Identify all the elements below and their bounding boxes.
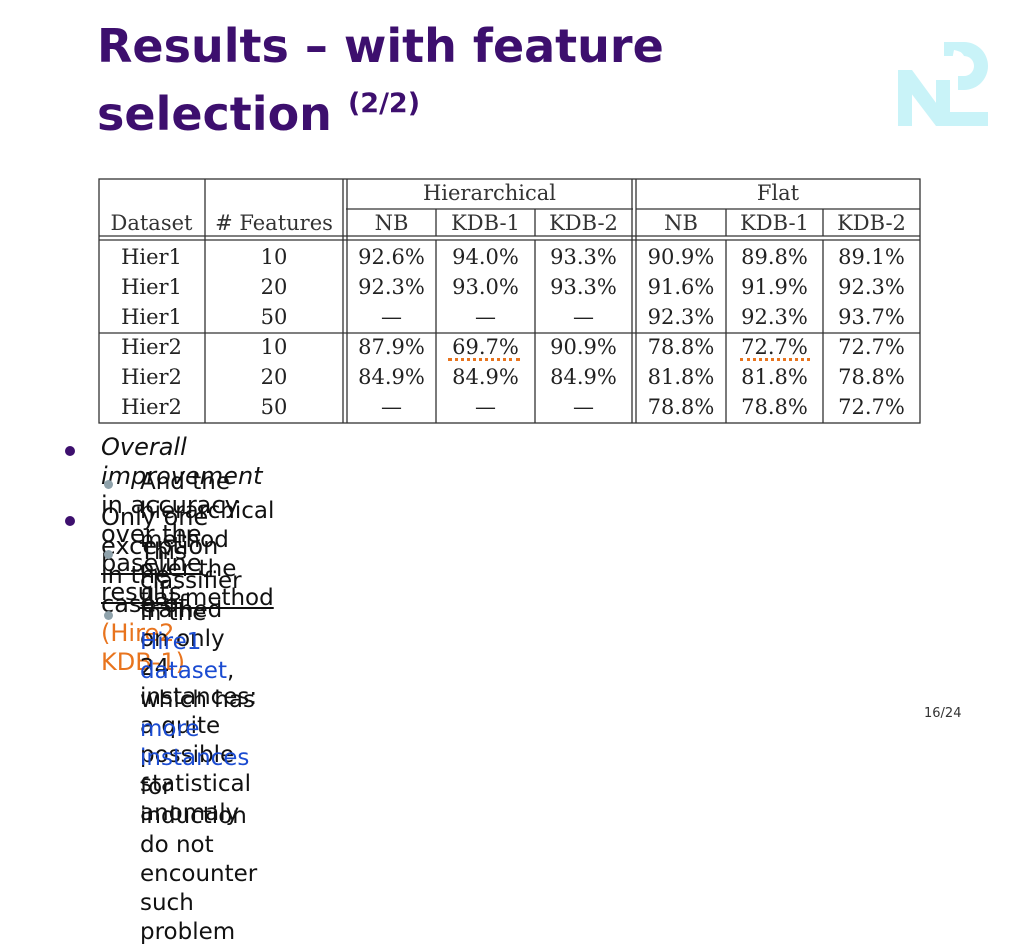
table-cell: 20 [260,365,288,389]
table-cell: — [381,305,402,329]
table-cell-hier2-kdb1-exception: 69.7% [452,335,519,359]
table-cell: — [475,305,496,329]
table-cell: Hier1 [121,245,182,269]
column-header-hier-kdb2: KDB-2 [549,211,618,235]
sub-bullet-hire1: In the Hire1 dataset, which has more ins… [140,599,257,947]
highlight-dotted-underline [740,358,810,361]
bullet-item-exception: Only one exception in the case of (Hire2… [101,503,218,677]
results-table: Hierarchical Flat Dataset # Features NB … [98,178,921,424]
table-cell: Hier2 [121,335,182,359]
page-number: 16/24 [924,706,962,721]
table-cell: 84.9% [550,365,617,389]
table-cell: 72.7% [838,395,905,419]
column-header-flat-kdb1: KDB-1 [740,211,809,235]
exception-highlight: (Hire2, KDB-1) [101,619,185,676]
bullet-marker [65,516,75,526]
column-header-hier-kdb1: KDB-1 [451,211,520,235]
more-instances-highlight: more instances [140,716,250,771]
column-header-flat-nb: NB [664,211,698,235]
table-cell: 84.9% [358,365,425,389]
table-cell: Hier2 [121,365,182,389]
table-cell: 89.1% [838,245,905,269]
table-cell: 92.3% [741,305,808,329]
bullet-text: in accuracy over the [101,491,239,548]
table-cell: 93.7% [838,305,905,329]
bullet-text: In the [140,600,207,626]
table-cell: 78.8% [647,395,715,419]
table-cell: 81.8% [741,365,808,389]
table-cell: Hier1 [121,305,182,329]
table-cell: 90.9% [647,245,715,269]
highlight-dotted-underline [448,358,520,361]
table-cell: 10 [260,245,288,269]
bullet-text: And the hierarchical method over the [140,469,275,582]
table-cell: 81.8% [647,365,715,389]
table-cell-hier2-flat-kdb1: 72.7% [741,335,808,359]
table-cell: 92.3% [358,275,425,299]
table-cell: 10 [260,335,288,359]
column-header-flat-kdb2: KDB-2 [837,211,906,235]
bullet-text: This classifier trained on only 24 insta… [140,539,258,739]
table-cell: — [381,395,402,419]
column-header-dataset: Dataset [110,211,193,235]
group-header-hierarchical: Hierarchical [422,181,557,205]
table-cell: 20 [260,275,288,299]
table-cell: 78.8% [647,335,715,359]
hire1-dataset-highlight: Hire1 dataset [140,629,227,684]
slide-title: Results – with feature selection (2/2) [97,17,664,143]
table-cell: 91.9% [741,275,808,299]
bullet-item-improvement: Overall improvement in accuracy over the… [101,433,263,607]
table-cell: 84.9% [452,365,519,389]
bullet-marker [65,446,75,456]
bullet-text: for [140,774,172,800]
title-line-2: selection [97,87,332,141]
table-cell: — [573,395,594,419]
group-header-flat: Flat [756,181,800,205]
nlp-logo [898,42,988,126]
flat-method-link: flat method [140,585,274,611]
sub-bullet-marker [104,550,113,559]
sub-bullet-hierarchical: And the hierarchical method over the fla… [140,468,274,613]
table-cell: 93.0% [452,275,519,299]
bullet-text: , which has [140,658,255,713]
bullet-emphasis: Overall improvement [101,433,263,490]
column-header-features: # Features [215,211,333,235]
table-cell: 92.3% [838,275,905,299]
table-cell: 87.9% [358,335,425,359]
table-cell: 92.3% [647,305,715,329]
table-cell: — [573,305,594,329]
table-cell: 50 [260,395,288,419]
table-cell: 93.3% [550,275,617,299]
table-cell: 89.8% [741,245,808,269]
table-cell: Hier1 [121,275,182,299]
table-cell: Hier2 [121,395,182,419]
column-header-hier-nb: NB [374,211,409,235]
table-cell: 94.0% [452,245,519,269]
table-cell: — [475,395,496,419]
bullet-text: induction do not encounter such problem [140,803,258,945]
table-cell: 78.8% [741,395,808,419]
baseline-results-link: baseline results [101,549,202,606]
table-cell: 72.7% [838,335,905,359]
table-grid-lines [98,178,921,424]
table-cell: 91.6% [647,275,715,299]
table-cell: 78.8% [838,365,905,389]
table-cell: 92.6% [358,245,425,269]
title-line-1: Results – with feature [97,19,664,73]
table-cell: 90.9% [550,335,617,359]
sub-bullet-marker [104,611,113,620]
bullet-text: Only one exception in the case of [101,503,219,618]
table-cell: 50 [260,305,288,329]
title-page-indicator: (2/2) [347,88,421,119]
sub-bullet-marker [104,480,113,489]
table-cell: 93.3% [550,245,617,269]
